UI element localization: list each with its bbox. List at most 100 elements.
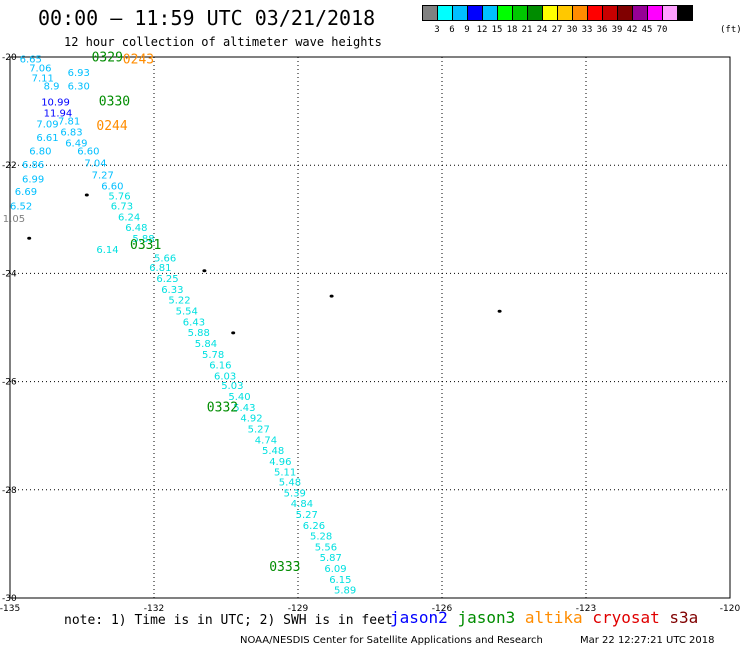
pass-time-label: 0333	[269, 560, 300, 575]
x-tick-label: -129	[288, 604, 309, 614]
swh-value-label: 6.93	[68, 68, 90, 79]
swh-value-label: 6.48	[125, 223, 147, 234]
swh-value-label: 6.30	[68, 81, 90, 92]
island-marker	[329, 294, 334, 298]
swh-value-label: 6.60	[101, 182, 123, 193]
satellite-altika: altika	[524, 608, 593, 627]
swh-value-label: 5.87	[320, 553, 342, 564]
generated-timestamp: Mar 22 12:27:21 UTC 2018	[580, 635, 715, 646]
swh-value-label: 6.80	[29, 146, 51, 157]
satellite-jason2: jason2	[390, 608, 458, 627]
pass-time-label: 0330	[99, 95, 130, 110]
x-tick-label: -123	[576, 604, 596, 614]
swh-value-label: 5.39	[284, 488, 306, 499]
swh-value-label: 6.26	[303, 521, 325, 532]
legend-label: 33	[581, 25, 593, 35]
swh-value-label: 7.27	[92, 171, 114, 182]
swh-value-label: 6.15	[329, 575, 351, 586]
y-tick-label: -26	[2, 378, 17, 388]
island-marker	[202, 269, 207, 273]
swh-value-label: 6.24	[118, 212, 140, 223]
legend-label: 45	[641, 25, 653, 35]
swh-value-label: 4.92	[240, 414, 262, 425]
swh-value-label: 7.11	[32, 73, 54, 84]
legend-label: 9	[464, 25, 470, 35]
island-marker	[84, 193, 89, 197]
swh-value-label: 7.81	[58, 117, 80, 128]
swh-value-label: 5.88	[188, 328, 210, 339]
swh-value-label: 6.03	[214, 371, 236, 382]
swh-value-label: 7.04	[84, 158, 106, 169]
swh-value-label: 5.48	[279, 477, 301, 488]
swh-value-label: 5.88	[132, 234, 154, 245]
pass-time-label: 0243	[123, 52, 154, 67]
swh-value-label: 6.16	[209, 361, 231, 372]
map-title: 00:00 — 11:59 UTC 03/21/2018	[38, 6, 376, 30]
swh-value-label: 6.73	[111, 202, 133, 213]
swh-value-label: 6.60	[77, 146, 99, 157]
swh-value-label: 5.48	[262, 446, 284, 457]
satellite-s3a: s3a	[669, 608, 699, 627]
swh-value-label: 5.56	[315, 542, 337, 553]
legend-label: 21	[521, 25, 533, 35]
legend-swatch	[677, 5, 693, 21]
legend-label: 15	[491, 25, 503, 35]
pass-time-label: 0332	[207, 400, 238, 415]
swh-value-label: 6.49	[65, 138, 87, 149]
y-tick-label: -20	[2, 53, 17, 63]
legend-label: 18	[506, 25, 518, 35]
swh-value-label: 5.27	[296, 510, 318, 521]
map-frame	[9, 56, 731, 599]
swh-value-label: 6.99	[22, 175, 44, 186]
swh-value-label: 6.09	[324, 564, 346, 575]
legend-label: 70	[656, 25, 668, 35]
satellite-jason3: jason3	[457, 608, 525, 627]
y-tick-label: -24	[2, 269, 17, 279]
legend-label: 39	[611, 25, 623, 35]
swh-value-label: 5.66	[154, 253, 176, 264]
swh-value-label: 6.69	[15, 187, 37, 198]
swh-value-label: 5.89	[334, 586, 356, 597]
x-tick-label: -120	[720, 604, 740, 614]
x-tick-label: -132	[144, 604, 164, 614]
legend-label: 3	[434, 25, 440, 35]
x-tick-label: -135	[0, 604, 20, 614]
swh-value-label: 4.96	[269, 457, 291, 468]
pass-time-label: 0331	[130, 238, 161, 253]
swh-value-label: 5.76	[108, 191, 130, 202]
legend-label: 30	[566, 25, 578, 35]
swh-value-label: 4.84	[291, 499, 313, 510]
pass-time-label: 0244	[96, 119, 127, 134]
legend-label: 6	[449, 25, 455, 35]
legend-labels: 3 6 9 12 15 18 21 24 27 30 33 36 39 42 45 70	[422, 25, 740, 37]
y-tick-label: -22	[2, 161, 17, 171]
swh-value-label: 6.61	[36, 133, 58, 144]
swh-value-label: 5.03	[221, 381, 243, 392]
swh-value-label: 11.94	[44, 109, 73, 120]
swh-value-label: 6.43	[183, 317, 205, 328]
swh-value-label: 5.11	[274, 468, 296, 479]
swh-value-label: 6.65	[20, 54, 42, 65]
x-tick-label: -126	[432, 604, 453, 614]
swh-value-label: 6.14	[96, 245, 118, 256]
island-marker	[231, 331, 236, 335]
swh-value-label: 5.27	[248, 424, 270, 435]
swh-value-label: 5.28	[310, 532, 332, 543]
credit-text: NOAA/NESDIS Center for Satellite Applica…	[240, 635, 543, 646]
swh-value-label: 5.22	[168, 296, 190, 307]
pass-time-label: 0329	[92, 50, 123, 65]
island-marker	[27, 236, 32, 240]
swh-value-label: 6.33	[161, 285, 183, 296]
y-tick-label: -28	[2, 486, 17, 496]
swh-value-label: 5.84	[195, 339, 217, 350]
legend-label: 27	[551, 25, 563, 35]
legend-unit: (ft)	[720, 25, 740, 35]
swh-value-label: 5.40	[228, 392, 250, 403]
legend-label: 12	[476, 25, 488, 35]
island-marker	[497, 309, 502, 313]
legend-label: 24	[536, 25, 548, 35]
swh-value-label: 1.05	[3, 214, 25, 225]
swh-value-label: 6.81	[149, 263, 171, 274]
swh-value-label: 7.06	[29, 64, 51, 75]
